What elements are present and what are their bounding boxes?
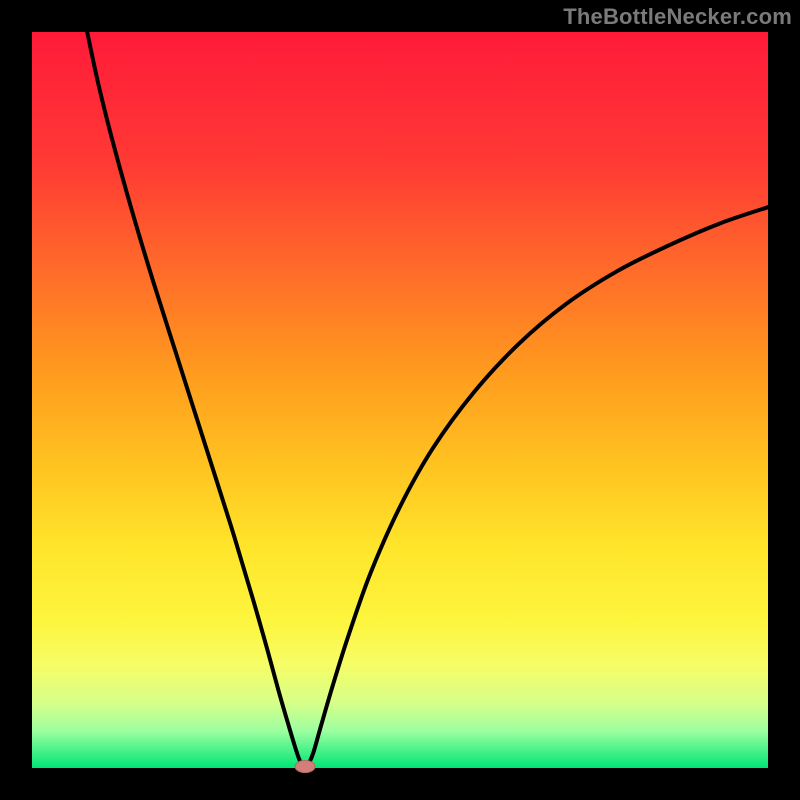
- plot-area: [32, 32, 768, 768]
- bottleneck-chart: TheBottleNecker.com: [0, 0, 800, 800]
- watermark-text: TheBottleNecker.com: [563, 4, 792, 30]
